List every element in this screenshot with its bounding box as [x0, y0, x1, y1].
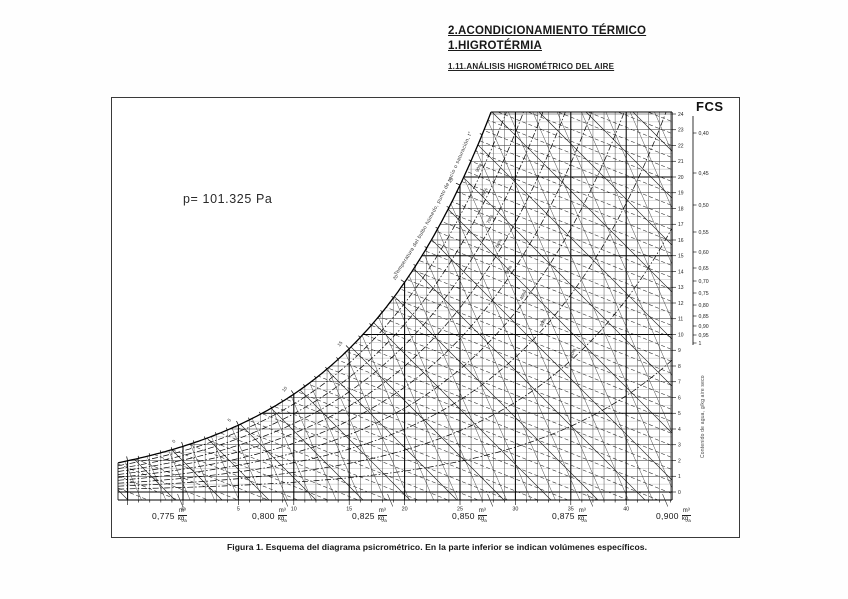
fcs-tick-label: 1: [699, 341, 702, 347]
moisture-tick-label: 11: [678, 317, 683, 323]
rh-curve-label: 90%: [474, 162, 483, 172]
moisture-tick-label: 5: [678, 411, 681, 417]
figure-caption: Figura 1. Esquema del diagrama psicromét…: [227, 542, 648, 552]
moisture-tick-label: 10: [678, 332, 684, 338]
figure-frame: [111, 97, 740, 538]
x-axis-tick-label: 5: [237, 507, 240, 513]
rh-curve-label: 30%: [539, 317, 548, 327]
specific-volume-label: 0,825 m³ kga: [352, 508, 387, 523]
moisture-tick-label: 15: [678, 254, 684, 260]
moisture-tick-label: 4: [678, 427, 681, 433]
fcs-scale: 0,40 0,45 0,50 0,55 0,60 0,65 0,70 0,75 0,80 0,85…: [692, 116, 709, 347]
rh-curve-label: 20%: [569, 347, 578, 357]
moisture-tick-label: 12: [678, 301, 684, 307]
fcs-tick-label: 0,40: [699, 131, 709, 137]
specific-volume-label: 0,900 m³ kga: [656, 508, 691, 523]
x-axis-tick-label: 0: [182, 507, 185, 513]
x-axis-tick-label: 30: [512, 507, 518, 513]
x-axis-tick-label: 10: [291, 507, 297, 513]
moisture-tick-label: 6: [678, 395, 681, 401]
moisture-tick-label: 8: [678, 364, 681, 370]
moisture-tick-label: 1: [678, 474, 681, 480]
x-axis-tick-label: 25: [457, 507, 463, 513]
x-axis-tick-label: 35: [568, 507, 574, 513]
fcs-tick-label: 0,70: [699, 279, 709, 285]
specific-volume-label: 0,850 m³ kga: [452, 508, 487, 523]
page-headers: 2.ACONDICIONAMIENTO TÉRMICO 1.HIGROTÉRMI…: [448, 24, 646, 72]
moisture-tick-label: 13: [678, 285, 684, 291]
moisture-tick-label: 22: [678, 143, 684, 149]
moisture-tick-label: 20: [678, 175, 684, 181]
wet-bulb-tick-label: 15: [336, 340, 343, 347]
moisture-axis-label: Contenido de agua, g/kg aire seco: [700, 375, 706, 458]
fcs-tick-label: 0,75: [699, 291, 709, 297]
specific-volume-label: 0,875 m³ kga: [552, 508, 587, 523]
saturation-line-label: Temperatura del bulbo húmedo, punto de r…: [393, 131, 474, 277]
chart-grid: [118, 112, 672, 500]
fcs-tick-label: 0,90: [699, 324, 709, 330]
moisture-tick-label: 19: [678, 191, 684, 197]
wet-bulb-tick-label: 10: [281, 385, 288, 392]
fcs-tick-label: 0,95: [699, 333, 709, 339]
x-axis-tick-label: 40: [623, 507, 629, 513]
fcs-tick-label: 0,55: [699, 230, 709, 236]
pressure-label: p= 101.325 Pa: [183, 192, 273, 206]
rh-curve-label: 60%: [494, 238, 503, 248]
fcs-tick-label: 0,85: [699, 314, 709, 320]
moisture-tick-label: 14: [678, 269, 684, 275]
fcs-tick-label: 0,60: [699, 250, 709, 256]
fcs-tick-label: 0,45: [699, 171, 709, 177]
moisture-tick-label: 21: [678, 159, 684, 165]
rh-curve-label: 80%: [480, 187, 489, 197]
specific-volume-label: 0,800 m³ kga: [252, 508, 287, 523]
moisture-tick-label: 18: [678, 206, 684, 212]
rh-curve-labels: 90% 80% 70% 60% 50% 40% 30% 20%: [474, 162, 577, 358]
moisture-tick-label: 16: [678, 238, 684, 244]
moisture-tick-label: 9: [678, 348, 681, 354]
moisture-tick-label: 24: [678, 112, 684, 118]
x-axis-tick-label: 15: [346, 507, 352, 513]
moisture-tick-label: 23: [678, 128, 684, 134]
moisture-tick-label: 17: [678, 222, 684, 228]
moisture-tick-label: 7: [678, 380, 681, 386]
fcs-tick-label: 0,80: [699, 303, 709, 309]
rh-curve-label: 40%: [519, 290, 528, 300]
x-axis-tick-label: 20: [402, 507, 408, 513]
moisture-tick-label: 0: [678, 490, 681, 496]
rh-curve-label: 70%: [486, 214, 495, 224]
wet-bulb-tick-label: 25: [447, 176, 454, 183]
wet-bulb-tick-label: 5: [227, 417, 233, 423]
moisture-tick-label: 3: [678, 443, 681, 449]
wet-bulb-tick-label: 20: [392, 273, 399, 280]
wet-bulb-tick-labels: 0 5 10 15 20 25: [171, 176, 455, 444]
header-line-2: 1.HIGROTÉRMIA: [448, 40, 542, 52]
fcs-scale-title: FCS: [696, 99, 724, 114]
fcs-tick-label: 0,65: [699, 266, 709, 272]
moisture-tick-label: 2: [678, 458, 681, 464]
header-line-1: 2.ACONDICIONAMIENTO TÉRMICO: [448, 25, 647, 37]
rh-curve-label: 50%: [504, 265, 513, 275]
chart-axes: [117, 111, 673, 501]
header-line-3: 1.11.ANÁLISIS HIGROMÉTRICO DEL AIRE: [448, 62, 615, 71]
x-axis-ticks: 0 5 10 15 20 25 30 35 40: [127, 493, 671, 513]
wet-bulb-tick-label: 0: [171, 438, 177, 444]
specific-volume-label: 0,775 m³ kga: [152, 508, 187, 523]
fcs-tick-label: 0,50: [699, 203, 709, 209]
